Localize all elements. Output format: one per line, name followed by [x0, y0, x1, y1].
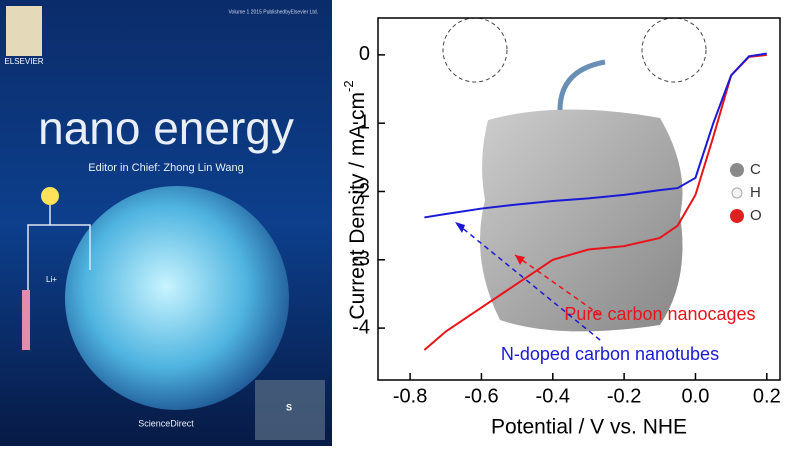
zoom-right: [641, 17, 707, 83]
annotation-arrow: [454, 221, 601, 341]
nanocage-illustration: [480, 109, 683, 332]
atom-o: [730, 209, 744, 223]
arrow-head: [455, 222, 465, 233]
element-label: S: [286, 402, 292, 412]
y-tick-label: -3: [352, 248, 370, 270]
series-line: [424, 52, 767, 219]
y-axis-label-main: Current Density / mA cm: [346, 92, 369, 320]
cover-footer: ScienceDirect: [138, 418, 194, 428]
inset: [255, 380, 325, 440]
atom-label: H: [750, 184, 761, 201]
zoom-left: [442, 17, 508, 83]
y-tick-label: -2: [352, 180, 370, 202]
y-tick-label: -4: [352, 316, 370, 338]
y-axis-label-sup: -2: [341, 80, 356, 92]
x-tick-label: -0.2: [607, 385, 641, 407]
atom-h: [731, 187, 743, 199]
x-tick-label: -0.4: [536, 385, 570, 407]
atom-label: O: [750, 207, 762, 224]
publisher: ELSEVIER: [4, 57, 43, 66]
editor: Editor in Chief: Zhong Lin Wang: [88, 162, 244, 174]
y-tick-label: -1: [352, 111, 370, 133]
nanosphere: [65, 186, 289, 410]
volume: Volume 1 2015 PublishedbyElsevier Ltd.: [228, 9, 318, 15]
electrode: [22, 290, 30, 350]
publisher-logo: [6, 6, 42, 56]
circuit: [27, 205, 91, 290]
series-annotation: Pure carbon nanocages: [564, 304, 755, 324]
atom-c: [730, 163, 744, 177]
plot-frame: [377, 17, 781, 381]
x-axis-label: Potential / V vs. NHE: [491, 416, 687, 439]
flow-arrow: [557, 59, 606, 111]
x-tick-label: 0.0: [682, 385, 710, 407]
series-annotation: N-doped carbon nanotubes: [501, 344, 719, 364]
ion-label: Li+: [46, 275, 57, 284]
x-tick-label: 0.2: [753, 385, 781, 407]
y-tick-label: 0: [359, 43, 370, 65]
atom-label: C: [750, 161, 761, 178]
y-axis-label: Current Density / mA cm-2: [341, 80, 368, 319]
arrow-head: [515, 255, 525, 265]
journal-title: nano energy: [38, 102, 294, 154]
x-tick-label: -0.8: [393, 385, 427, 407]
x-tick-label: -0.6: [464, 385, 498, 407]
bulb: [41, 187, 59, 205]
